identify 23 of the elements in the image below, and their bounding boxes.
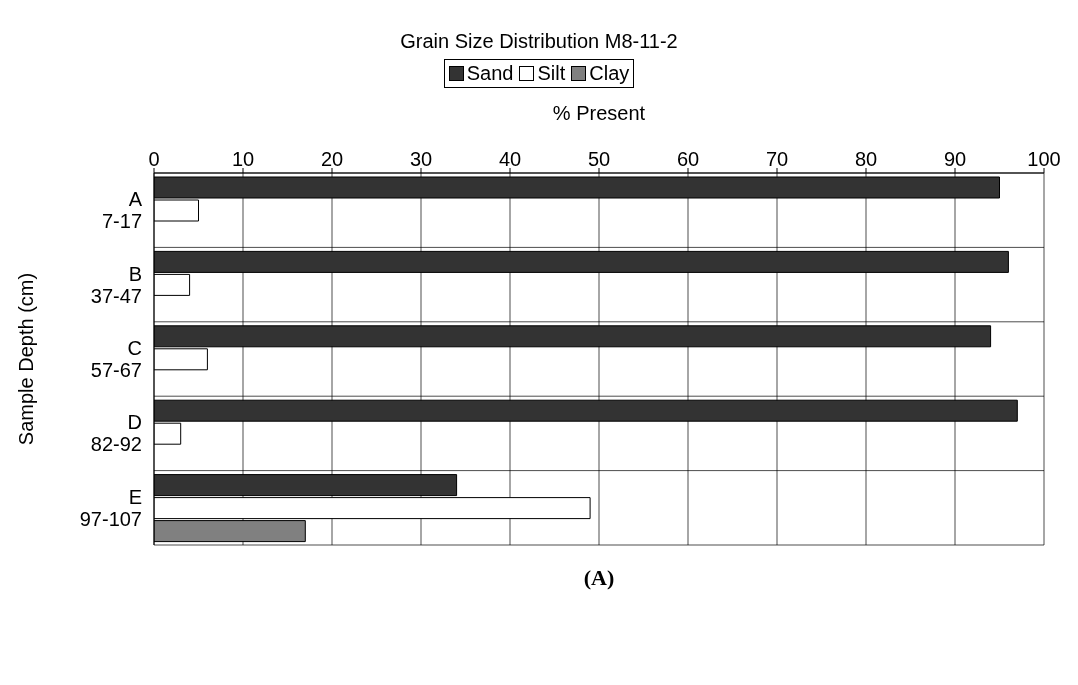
x-tick-label: 10 — [231, 148, 255, 170]
x-axis-title: % Present — [551, 102, 647, 125]
y-tick-label: C 57-67 — [90, 337, 142, 381]
chart-title: Grain Size Distribution M8-11-2 — [399, 30, 679, 53]
x-tick-label: 70 — [765, 148, 789, 170]
y-tick-label: E 97-107 — [79, 485, 142, 530]
text: (A) — [582, 565, 616, 591]
legend-label: Clay — [588, 62, 630, 85]
x-tick-label: 20 — [320, 148, 344, 170]
x-tick-label: 60 — [676, 148, 700, 170]
y-axis-title: Sample Depth (cm) — [15, 272, 38, 446]
x-tick-label: 100 — [1027, 148, 1061, 170]
y-tick-label: B 37-47 — [90, 262, 142, 307]
x-tick-label: 40 — [498, 148, 522, 170]
y-tick-label: D 82-92 — [90, 411, 142, 456]
x-tick-label: 0 — [148, 148, 160, 170]
x-tick-label: 90 — [943, 148, 967, 170]
x-tick-label: 50 — [587, 148, 611, 170]
x-tick-label: 30 — [409, 148, 433, 170]
legend-label: Sand — [465, 62, 514, 85]
x-tick-label: 80 — [854, 148, 878, 170]
legend-label: Silt — [536, 62, 566, 85]
y-tick-label: A 7-17 — [101, 188, 143, 233]
